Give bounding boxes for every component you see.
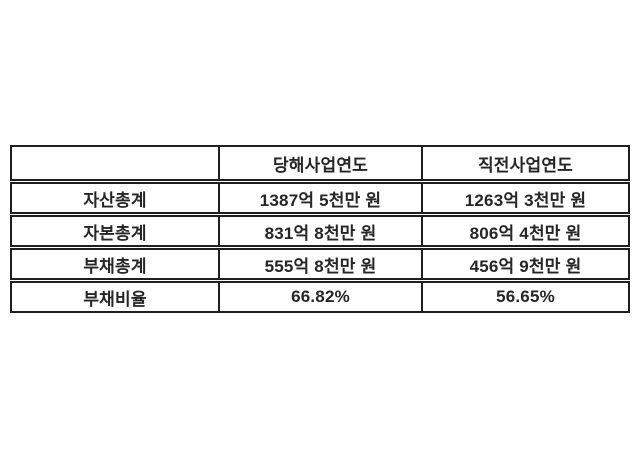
- financial-summary-table: 당해사업연도 직전사업연도 자산총계 1387억 5천만 원 1263억 3천만…: [10, 145, 630, 313]
- value-total-liabilities-current: 555억 8천만 원: [218, 250, 421, 278]
- value-total-liabilities-previous: 456억 9천만 원: [421, 250, 628, 278]
- row-label-total-assets: 자산총계: [83, 190, 147, 210]
- row-label-debt-ratio: 부채비율: [83, 289, 147, 309]
- value-total-equity-previous: 806억 4천만 원: [421, 217, 628, 245]
- value-total-assets-previous: 1263억 3천만 원: [421, 184, 628, 212]
- header-cell-empty: [12, 147, 218, 179]
- table-row-total-equity: 자본총계 831억 8천만 원 806억 4천만 원: [10, 215, 630, 247]
- table-row-total-assets: 자산총계 1387억 5천만 원 1263억 3천만 원: [10, 182, 630, 214]
- value-debt-ratio-previous: 56.65%: [421, 283, 628, 311]
- row-label-total-equity: 자본총계: [83, 223, 147, 243]
- table-header-row: 당해사업연도 직전사업연도: [10, 145, 630, 181]
- table-row-total-liabilities: 부채총계 555억 8천만 원 456억 9천만 원: [10, 248, 630, 280]
- header-cell-previous-fiscal-year: 직전사업연도: [421, 147, 628, 179]
- header-cell-current-fiscal-year: 당해사업연도: [218, 147, 421, 179]
- value-total-assets-current: 1387억 5천만 원: [218, 184, 421, 212]
- row-label-total-liabilities: 부채총계: [83, 256, 147, 276]
- value-debt-ratio-current: 66.82%: [218, 283, 421, 311]
- value-total-equity-current: 831억 8천만 원: [218, 217, 421, 245]
- table-row-debt-ratio: 부채비율 66.82% 56.65%: [10, 281, 630, 313]
